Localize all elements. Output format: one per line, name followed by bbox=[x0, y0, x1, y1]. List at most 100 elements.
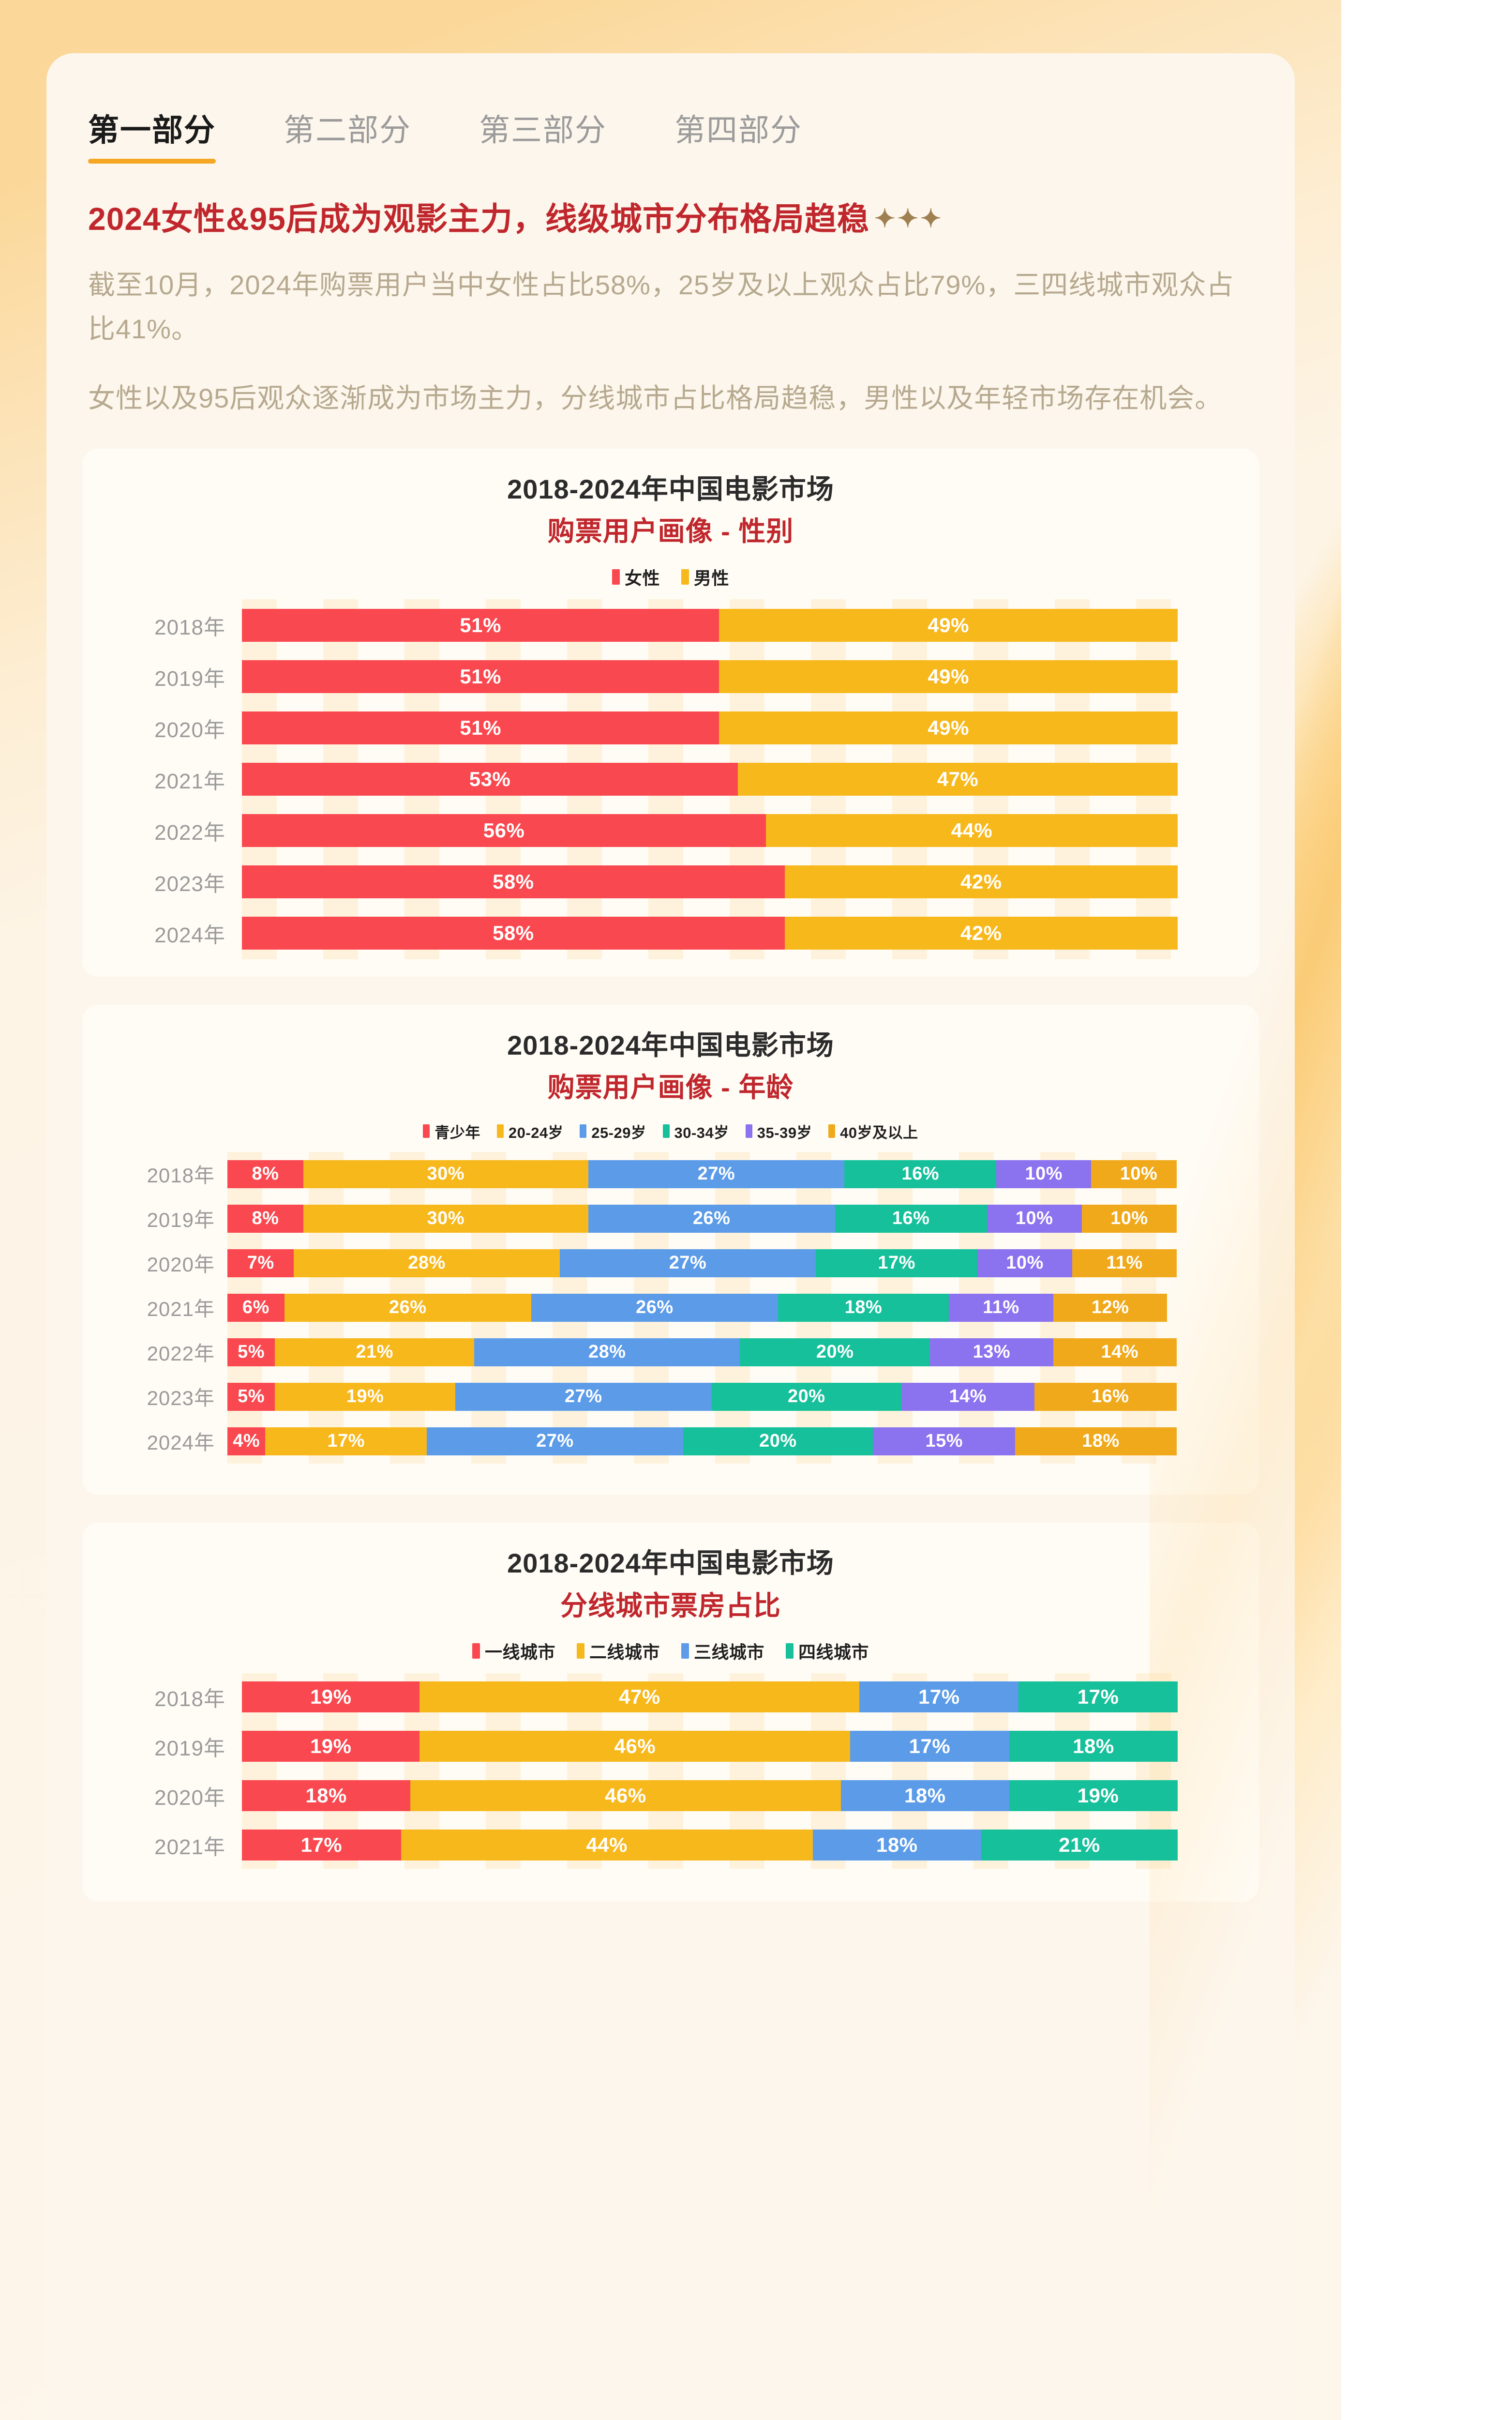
bar-row-year-label: 2020年 bbox=[154, 718, 225, 742]
tab-label: 第四部分 bbox=[674, 113, 802, 148]
chart-card-age: 2018-2024年中国电影市场 购票用户画像 - 年龄 青少年 20-24岁 25… bbox=[82, 1004, 1259, 1495]
bar-row-year-label: 2022年 bbox=[147, 1342, 215, 1365]
tab-part-1[interactable]: 第一部分 bbox=[88, 106, 216, 164]
bar-segment: 26% bbox=[531, 1293, 778, 1322]
content-card: 第一部分 第二部分 第三部分 第四部分 2024女性&95后成为观影主力，线级城… bbox=[46, 53, 1295, 2420]
bar-segment: 51% bbox=[242, 608, 719, 642]
legend-item: 30-34岁 bbox=[662, 1120, 729, 1142]
bar-row-year-label: 2022年 bbox=[154, 820, 225, 845]
legend-label: 女性 bbox=[624, 568, 660, 588]
bar-row-year-label: 2021年 bbox=[154, 769, 225, 793]
tab-part-2[interactable]: 第二部分 bbox=[284, 106, 411, 164]
chart-bar-row: 2019年 8% 30% 26% 16% 10% 10% bbox=[82, 1203, 1259, 1234]
chart-bar-row: 2024年 58% 42% bbox=[82, 914, 1259, 953]
bar-segment: 18% bbox=[1015, 1427, 1177, 1455]
bar-segment: 18% bbox=[812, 1830, 981, 1861]
bar-segment: 27% bbox=[588, 1160, 845, 1188]
bar-segment: 51% bbox=[242, 711, 719, 744]
chart-card-city-tier: 2018-2024年中国电影市场 分线城市票房占比 一线城市 二线城市 三线城市 四线… bbox=[82, 1522, 1259, 1902]
bar-segment: 27% bbox=[455, 1382, 712, 1411]
legend-swatch-icon bbox=[612, 569, 620, 585]
chart-bar-row: 2021年 53% 47% bbox=[82, 760, 1259, 799]
chart-legend-gender: 女性 男性 bbox=[82, 564, 1259, 590]
chart-bar-row: 2018年 51% 49% bbox=[82, 606, 1259, 645]
legend-swatch-icon bbox=[828, 1124, 836, 1138]
bar-segment: 11% bbox=[1072, 1249, 1177, 1277]
legend-item: 20-24岁 bbox=[496, 1120, 563, 1142]
bar-row-year-label: 2023年 bbox=[147, 1387, 215, 1410]
bar-track: 18% 46% 18% 19% bbox=[242, 1780, 1178, 1812]
bar-segment: 47% bbox=[419, 1681, 860, 1713]
summary-paragraph-2: 女性以及95后观众逐渐成为市场主力，分线城市占比格局趋稳，男性以及年轻市场存在机… bbox=[88, 382, 1223, 413]
legend-label: 二线城市 bbox=[589, 1642, 660, 1663]
chart-bar-row: 2019年 19% 46% 17% 18% bbox=[82, 1729, 1259, 1763]
bar-track: 17% 44% 18% 21% bbox=[242, 1830, 1178, 1861]
bar-segment: 46% bbox=[419, 1731, 851, 1762]
bar-track: 5% 19% 27% 20% 14% 16% bbox=[227, 1382, 1177, 1411]
tab-label: 第一部分 bbox=[88, 113, 216, 148]
bar-segment: 16% bbox=[1034, 1382, 1177, 1411]
bar-segment: 17% bbox=[816, 1249, 977, 1277]
bar-segment: 44% bbox=[401, 1830, 813, 1861]
chart-bar-row: 2018年 19% 47% 17% 17% bbox=[82, 1680, 1259, 1714]
tab-label: 第三部分 bbox=[479, 113, 607, 148]
bar-segment: 17% bbox=[242, 1830, 401, 1861]
legend-item: 男性 bbox=[681, 564, 729, 590]
bar-segment: 51% bbox=[242, 660, 719, 693]
bar-row-year-label: 2020年 bbox=[147, 1253, 215, 1276]
bar-row-year-label: 2023年 bbox=[154, 872, 225, 896]
chart-bar-row: 2018年 8% 30% 27% 16% 10% 10% bbox=[82, 1159, 1259, 1190]
bar-segment: 19% bbox=[275, 1382, 455, 1411]
chart-bar-row: 2023年 5% 19% 27% 20% 14% 16% bbox=[82, 1381, 1259, 1412]
bar-segment: 53% bbox=[242, 762, 738, 796]
bar-segment: 17% bbox=[1018, 1681, 1178, 1713]
legend-item: 一线城市 bbox=[472, 1638, 555, 1664]
bar-segment: 17% bbox=[859, 1681, 1019, 1713]
bar-segment: 18% bbox=[778, 1293, 949, 1322]
bar-track: 6% 26% 26% 18% 11% 12% bbox=[227, 1293, 1177, 1322]
bar-segment: 49% bbox=[719, 711, 1178, 744]
bar-segment: 4% bbox=[227, 1427, 266, 1455]
bar-track: 51% 49% bbox=[242, 660, 1178, 693]
legend-swatch-icon bbox=[496, 1124, 504, 1138]
bar-segment: 17% bbox=[265, 1427, 427, 1455]
bar-track: 19% 47% 17% 17% bbox=[242, 1681, 1178, 1713]
chart-bar-row: 2022年 5% 21% 28% 20% 13% 14% bbox=[82, 1337, 1259, 1368]
chart-card-gender: 2018-2024年中国电影市场 购票用户画像 - 性别 女性 男性 2018年 5… bbox=[82, 448, 1259, 977]
chart-bar-row: 2024年 4% 17% 27% 20% 15% 18% bbox=[82, 1426, 1259, 1457]
bar-row-year-label: 2019年 bbox=[154, 666, 225, 691]
legend-swatch-icon bbox=[745, 1124, 752, 1138]
legend-item: 40岁及以上 bbox=[828, 1120, 918, 1142]
bar-track: 7% 28% 27% 17% 10% 11% bbox=[227, 1249, 1177, 1277]
chart-plot-city-tier: 2018年 19% 47% 17% 17% 2019年 19% 46% 17% 18% 2020年 1… bbox=[82, 1673, 1259, 1869]
bar-segment: 18% bbox=[840, 1780, 1009, 1812]
legend-item: 女性 bbox=[612, 564, 660, 590]
bar-row-year-label: 2019年 bbox=[154, 1737, 225, 1761]
legend-label: 青少年 bbox=[434, 1124, 480, 1141]
bar-row-year-label: 2018年 bbox=[147, 1164, 215, 1187]
bar-row-year-label: 2021年 bbox=[147, 1298, 215, 1321]
bar-segment: 15% bbox=[873, 1427, 1016, 1455]
headline-text: 2024女性&95后成为观影主力，线级城市分布格局趋稳 bbox=[88, 201, 869, 237]
bar-row-year-label: 2024年 bbox=[147, 1431, 215, 1454]
bar-segment: 16% bbox=[835, 1204, 987, 1233]
bar-segment: 42% bbox=[784, 916, 1178, 950]
tab-part-4[interactable]: 第四部分 bbox=[674, 106, 802, 164]
tab-part-3[interactable]: 第三部分 bbox=[479, 106, 607, 164]
bar-track: 5% 21% 28% 20% 13% 14% bbox=[227, 1338, 1177, 1366]
bar-track: 8% 30% 27% 16% 10% 10% bbox=[227, 1160, 1177, 1188]
bar-track: 51% 49% bbox=[242, 711, 1178, 744]
summary-paragraph-1: 截至10月，2024年购票用户当中女性占比58%，25岁及以上观众占比79%，三… bbox=[88, 270, 1234, 345]
legend-swatch-icon bbox=[580, 1124, 587, 1138]
bar-segment: 7% bbox=[227, 1249, 294, 1277]
legend-item: 35-39岁 bbox=[745, 1120, 812, 1142]
legend-label: 男性 bbox=[694, 568, 730, 588]
bar-track: 51% 49% bbox=[242, 608, 1178, 642]
bar-track: 4% 17% 27% 20% 15% 18% bbox=[227, 1427, 1177, 1455]
chart-plot-gender: 2018年 51% 49% 2019年 51% 49% 2020年 51% 49% 2021年 53… bbox=[82, 599, 1259, 959]
legend-item: 青少年 bbox=[423, 1120, 480, 1142]
bar-track: 8% 30% 26% 16% 10% 10% bbox=[227, 1204, 1177, 1233]
bar-track: 58% 42% bbox=[242, 865, 1178, 898]
chart-title-gender: 2018-2024年中国电影市场 bbox=[507, 473, 834, 504]
tab-bar: 第一部分 第二部分 第三部分 第四部分 bbox=[46, 53, 1295, 164]
